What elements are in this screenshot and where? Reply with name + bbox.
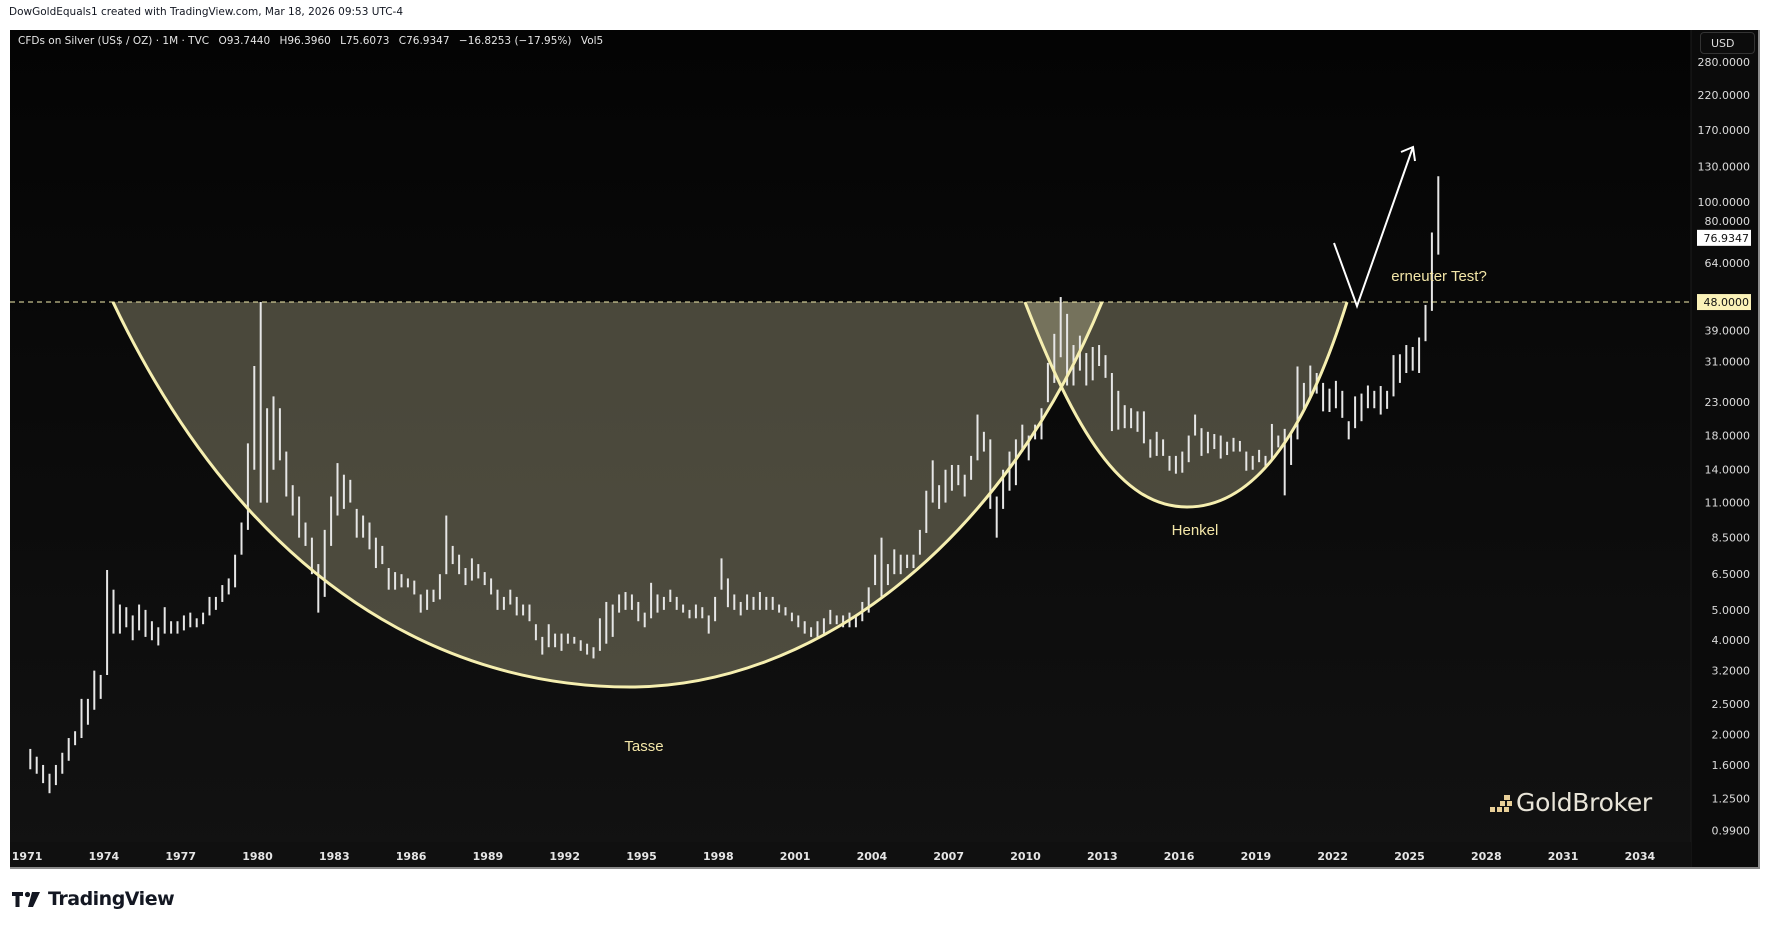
time-tick-label: 2016 (1164, 850, 1195, 863)
tradingview-logo[interactable]: TradingView (12, 888, 175, 910)
time-tick-label: 2028 (1471, 850, 1502, 863)
time-tick-label: 1998 (703, 850, 734, 863)
price-tick-label: 6.5000 (1712, 568, 1751, 581)
time-tick-label: 2007 (933, 850, 964, 863)
price-tick-label: 1.6000 (1712, 759, 1751, 772)
tradingview-text: TradingView (48, 888, 175, 910)
tradingview-icon (12, 891, 40, 907)
price-tick-label: 64.0000 (1705, 257, 1751, 270)
last-price-tag-text: 76.9347 (1704, 232, 1750, 245)
price-tick-label: 31.0000 (1705, 356, 1751, 369)
goldbroker-watermark: GoldBroker (1490, 788, 1652, 817)
time-tick-label: 1983 (319, 850, 350, 863)
price-axis[interactable] (1691, 30, 1760, 869)
time-tick-label: 2025 (1394, 850, 1425, 863)
time-tick-label: 2034 (1625, 850, 1656, 863)
time-tick-label: 1986 (396, 850, 427, 863)
time-tick-label: 2019 (1241, 850, 1272, 863)
high-value: H96.3960 (279, 35, 331, 47)
arrow-head-icon (1400, 145, 1416, 162)
time-tick-label: 2022 (1317, 850, 1348, 863)
open-value: O93.7440 (218, 35, 271, 47)
change-value: −16.8253 (−17.95%) (458, 35, 572, 47)
price-tick-label: 80.0000 (1705, 215, 1751, 228)
price-tick-label: 39.0000 (1705, 324, 1751, 337)
currency-button[interactable]: USD (1700, 32, 1755, 54)
chart-credit: DowGoldEquals1 created with TradingView.… (9, 6, 404, 18)
close-value: C76.9347 (398, 35, 450, 47)
last-price-tag (1697, 229, 1751, 246)
price-tick-label: 18.0000 (1705, 430, 1751, 443)
retest-arrow[interactable] (1333, 146, 1414, 310)
price-chart: Tasse Henkel erneuter Test? 280.0000 220.… (10, 30, 1760, 869)
price-tick-label: 280.0000 (1698, 56, 1751, 69)
time-tick-label: 2004 (857, 850, 888, 863)
price-tick-label: 2.5000 (1712, 698, 1751, 711)
symbol-legend: CFDs on Silver (US$ / OZ) · 1M · TVC O93… (18, 35, 609, 47)
time-tick-label: 2013 (1087, 850, 1118, 863)
handle-label[interactable]: Henkel (1172, 522, 1219, 539)
chart-panel[interactable]: CFDs on Silver (US$ / OZ) · 1M · TVC O93… (10, 30, 1760, 869)
time-tick-label: 2010 (1010, 850, 1041, 863)
cup-label[interactable]: Tasse (624, 738, 663, 755)
price-tick-label: 8.5000 (1712, 532, 1751, 545)
time-tick-label: 1977 (165, 850, 196, 863)
goldbroker-text: GoldBroker (1516, 788, 1652, 817)
price-tick-label: 1.2500 (1712, 793, 1751, 806)
volume-value: Vol5 (580, 35, 604, 47)
price-tick-label: 2.0000 (1712, 729, 1751, 742)
handle-curve[interactable] (1023, 301, 1349, 509)
time-tick-label: 1980 (242, 850, 273, 863)
handle-fill (1025, 302, 1347, 507)
gold-bars-icon (1490, 794, 1512, 812)
time-axis[interactable] (10, 842, 1691, 869)
price-tick-label: 0.9900 (1712, 824, 1751, 837)
price-tick-label: 4.0000 (1712, 634, 1751, 647)
price-tick-label: 11.0000 (1705, 497, 1751, 510)
level-price-tag-text: 48.0000 (1704, 296, 1750, 309)
time-tick-label: 1989 (473, 850, 504, 863)
price-tick-label: 23.0000 (1705, 396, 1751, 409)
cup-fill (113, 302, 1102, 687)
cup-curve[interactable] (111, 301, 1104, 689)
level-price-tag (1697, 294, 1751, 311)
price-bars (29, 176, 1440, 794)
time-tick-label: 1995 (626, 850, 657, 863)
price-tick-label: 3.2000 (1712, 665, 1751, 678)
retest-label[interactable]: erneuter Test? (1391, 268, 1487, 285)
time-tick-label: 2031 (1548, 850, 1579, 863)
low-value: L75.6073 (340, 35, 390, 47)
price-tick-label: 170.0000 (1698, 124, 1751, 137)
price-tick-label: 5.0000 (1712, 604, 1751, 617)
time-tick-label: 1971 (12, 850, 43, 863)
symbol-name[interactable]: CFDs on Silver (US$ / OZ) · 1M · TVC (18, 35, 210, 47)
price-tick-label: 220.0000 (1698, 89, 1751, 102)
price-tick-label: 100.0000 (1698, 196, 1751, 209)
time-tick-label: 1992 (549, 850, 580, 863)
price-tick-label: 14.0000 (1705, 464, 1751, 477)
price-tick-label: 130.0000 (1698, 160, 1751, 173)
time-tick-label: 2001 (780, 850, 811, 863)
time-tick-label: 1974 (89, 850, 120, 863)
